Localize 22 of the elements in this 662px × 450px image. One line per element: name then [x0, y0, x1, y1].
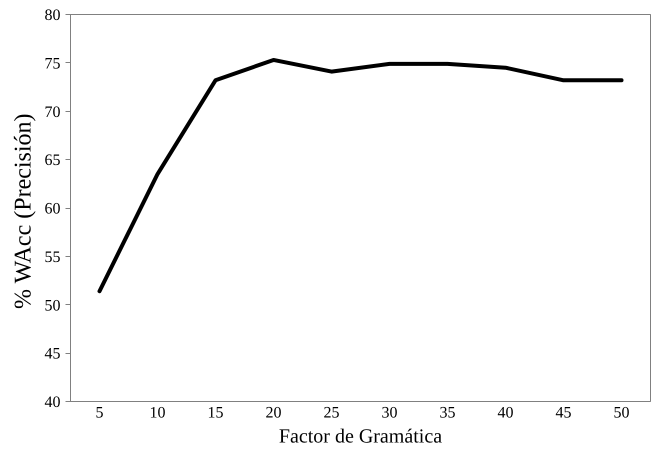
x-tick-label: 35 [440, 404, 456, 422]
y-tick-label: 50 [44, 297, 60, 314]
y-axis-title: % WAcc (Precisión) [10, 113, 36, 309]
y-tick-label: 40 [44, 394, 60, 411]
y-tick-label: 65 [44, 152, 60, 170]
y-tick-label: 80 [44, 7, 60, 24]
x-tick-label: 25 [324, 404, 340, 422]
x-tick-label: 5 [96, 404, 104, 422]
y-tick-label: 60 [44, 200, 60, 218]
x-tick-label: 45 [556, 404, 572, 422]
x-axis-title: Factor de Gramática [278, 426, 442, 448]
x-tick-label: 50 [614, 404, 630, 422]
y-tick-label: 45 [44, 346, 60, 363]
y-tick-label: 75 [44, 55, 60, 72]
x-tick-label: 10 [150, 404, 166, 422]
line-series [98, 58, 624, 294]
x-tick-label: 20 [266, 404, 282, 422]
x-tick-label: 15 [208, 404, 224, 422]
x-tick-label: 40 [498, 404, 514, 422]
y-tick-label: 55 [44, 248, 60, 266]
y-tick-label: 70 [44, 104, 60, 121]
x-tick-label: 30 [382, 404, 398, 422]
